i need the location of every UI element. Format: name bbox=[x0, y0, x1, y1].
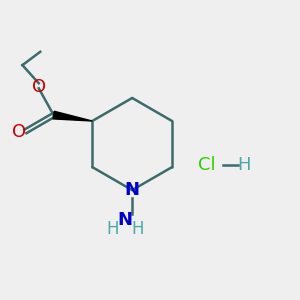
Text: H: H bbox=[106, 220, 119, 238]
Text: H: H bbox=[132, 220, 144, 238]
Text: Cl: Cl bbox=[198, 156, 215, 174]
Text: O: O bbox=[32, 78, 46, 96]
Text: N: N bbox=[117, 211, 132, 229]
Text: H: H bbox=[237, 156, 250, 174]
Text: N: N bbox=[125, 181, 140, 199]
Text: O: O bbox=[12, 123, 26, 141]
Polygon shape bbox=[53, 111, 92, 121]
